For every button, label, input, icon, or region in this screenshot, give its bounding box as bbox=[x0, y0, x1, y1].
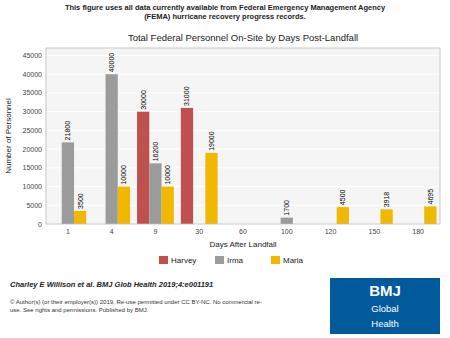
grid-line bbox=[46, 130, 440, 131]
legend-swatch bbox=[215, 256, 224, 264]
x-tick-label: 100 bbox=[281, 228, 293, 235]
data-label: 1700 bbox=[283, 200, 290, 216]
x-tick-label: 180 bbox=[412, 228, 424, 235]
text-line: © Author(s) (or their employer(s)) 2019.… bbox=[10, 299, 262, 305]
legend: Harvey Irma Maria bbox=[159, 256, 304, 265]
citation: Charley E Willison et al. BMJ Glob Healt… bbox=[10, 280, 213, 289]
bar bbox=[281, 218, 293, 224]
y-tick-label: 45000 bbox=[23, 52, 43, 59]
text-line: use. See rights and permissions. Publish… bbox=[10, 307, 149, 313]
data-label: 4695 bbox=[427, 189, 434, 205]
chart: This figure uses all data currently avai… bbox=[0, 0, 450, 338]
logo-text: Global bbox=[371, 303, 398, 314]
bar bbox=[118, 187, 130, 224]
x-tick-label: 150 bbox=[368, 228, 380, 235]
data-label: 30000 bbox=[140, 90, 147, 110]
y-tick-label: 20000 bbox=[23, 146, 43, 153]
data-label: 31000 bbox=[183, 86, 190, 106]
grid-line bbox=[46, 149, 440, 150]
data-labels: 21800 3500 40000 10000 30000 16200 10000 31000 1… bbox=[64, 53, 433, 216]
copyright: © Author(s) (or their employer(s)) 2019.… bbox=[10, 299, 262, 313]
data-label: 19000 bbox=[208, 131, 215, 151]
grid-line bbox=[46, 55, 440, 56]
grid-line bbox=[46, 92, 440, 93]
y-axis-label: Number of Personnel bbox=[4, 98, 13, 174]
bar bbox=[380, 209, 392, 224]
grid-line bbox=[46, 167, 440, 168]
grid-line bbox=[46, 205, 440, 206]
legend-label: Maria bbox=[283, 256, 304, 265]
logo-box bbox=[330, 278, 440, 334]
text-line: (FEMA) hurricane recovery progress recor… bbox=[144, 12, 306, 21]
legend-label: Harvey bbox=[171, 256, 196, 265]
y-tick-label: 0 bbox=[38, 221, 42, 228]
y-tick-label: 30000 bbox=[23, 108, 43, 115]
data-label: 21800 bbox=[64, 121, 71, 141]
x-tick-label: 1 bbox=[66, 228, 70, 235]
text-line: This figure uses all data currently avai… bbox=[65, 3, 386, 12]
x-tick-label: 9 bbox=[153, 228, 157, 235]
x-tick-label: 30 bbox=[195, 228, 203, 235]
y-tick-label: 25000 bbox=[23, 127, 43, 134]
y-tick-label: 5000 bbox=[26, 202, 42, 209]
legend-label: Irma bbox=[227, 256, 244, 265]
bar bbox=[137, 112, 149, 224]
title: Total Federal Personnel On-Site by Days … bbox=[128, 32, 358, 43]
logo-text: Health bbox=[371, 318, 398, 329]
bar bbox=[62, 142, 74, 224]
data-label: 16200 bbox=[152, 142, 159, 162]
data-label: 3918 bbox=[383, 192, 390, 208]
y-tick-label: 35000 bbox=[23, 89, 43, 96]
grid-line bbox=[46, 186, 440, 187]
x-axis-label: Days After Landfall bbox=[209, 240, 276, 249]
data-label: 40000 bbox=[108, 53, 115, 73]
data-label: 4500 bbox=[339, 189, 346, 205]
legend-swatch bbox=[159, 256, 168, 264]
top-title: This figure uses all data currently avai… bbox=[65, 3, 386, 21]
bars bbox=[62, 74, 437, 224]
data-label: 3500 bbox=[77, 193, 84, 209]
legend-swatch bbox=[271, 256, 280, 264]
y-tick-label: 15000 bbox=[23, 164, 43, 171]
bar bbox=[181, 108, 193, 224]
plot-frame bbox=[46, 48, 440, 224]
x-tick-label: 4 bbox=[110, 228, 114, 235]
data-label: 10000 bbox=[120, 165, 127, 185]
bar bbox=[74, 211, 86, 224]
data-label: 10000 bbox=[164, 165, 171, 185]
bar bbox=[149, 163, 161, 224]
logo-text: BMJ bbox=[369, 282, 401, 299]
bar bbox=[205, 153, 217, 224]
grid-line bbox=[46, 111, 440, 112]
x-tick-label: 60 bbox=[239, 228, 247, 235]
grid-line bbox=[46, 74, 440, 75]
y-tick-label: 40000 bbox=[23, 71, 43, 78]
bar bbox=[162, 187, 174, 224]
bar bbox=[337, 207, 349, 224]
bar bbox=[106, 74, 118, 224]
y-tick-label: 10000 bbox=[23, 183, 43, 190]
bar bbox=[424, 206, 436, 224]
plot-background bbox=[46, 48, 440, 224]
x-tick-label: 120 bbox=[325, 228, 337, 235]
